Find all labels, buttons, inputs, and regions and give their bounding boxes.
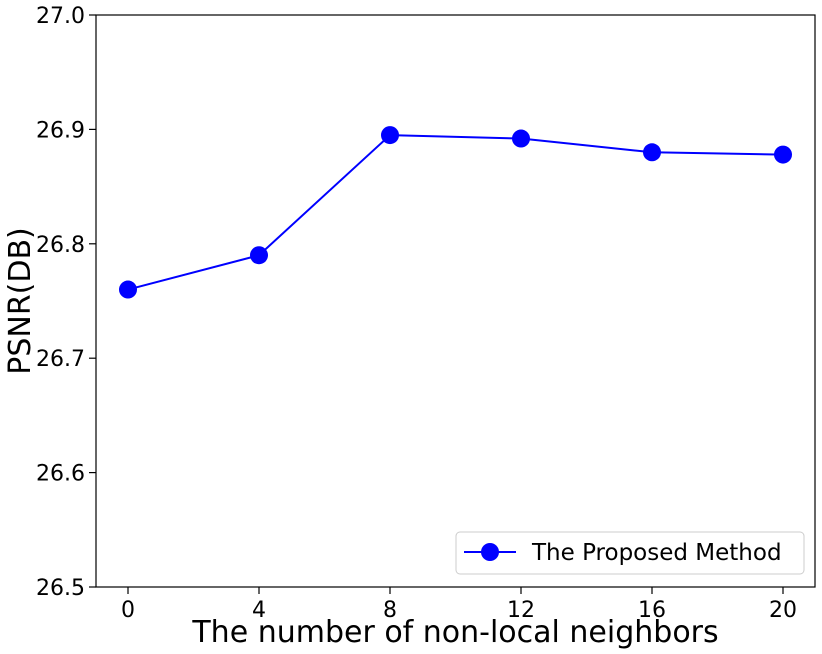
y-tick-label: 26.7 xyxy=(36,347,85,372)
x-tick-label: 4 xyxy=(252,598,266,623)
x-tick-label: 0 xyxy=(121,598,135,623)
series-line xyxy=(127,134,784,291)
legend-box xyxy=(455,531,805,575)
y-tick-label: 27.0 xyxy=(36,4,85,29)
plot-area xyxy=(95,14,816,588)
data-point xyxy=(119,280,137,299)
data-point xyxy=(643,143,661,162)
x-tick-label: 8 xyxy=(383,598,397,623)
legend-marker xyxy=(481,543,499,561)
x-tick-label: 12 xyxy=(507,598,535,623)
y-tick-label: 26.9 xyxy=(36,118,85,143)
series-layer xyxy=(119,126,792,299)
x-axis: 0 4 8 12 16 20 xyxy=(121,587,797,623)
y-axis-title: PSNR(DB) xyxy=(3,227,38,375)
data-point xyxy=(381,126,399,145)
data-point xyxy=(774,145,792,164)
x-axis-title: The number of non-local neighbors xyxy=(191,615,718,650)
data-point xyxy=(512,129,530,148)
y-tick-label: 26.8 xyxy=(36,233,85,258)
legend: The Proposed Method xyxy=(455,531,805,575)
y-tick-label: 26.6 xyxy=(36,462,85,487)
x-tick-label: 20 xyxy=(769,598,797,623)
legend-label: The Proposed Method xyxy=(531,540,782,566)
y-axis: 26.5 26.6 26.7 26.8 26.9 27.0 xyxy=(36,4,96,601)
data-point xyxy=(250,246,268,265)
x-tick-label: 16 xyxy=(638,598,666,623)
y-tick-label: 26.5 xyxy=(36,576,85,601)
